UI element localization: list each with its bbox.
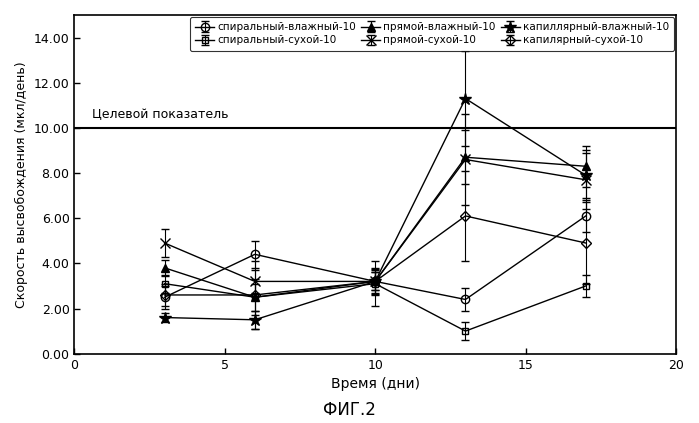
Text: Целевой показатель: Целевой показатель [92, 108, 229, 121]
X-axis label: Время (дни): Время (дни) [331, 377, 419, 391]
Text: ФИГ.2: ФИГ.2 [323, 401, 376, 419]
Legend: спиральный-влажный-10, спиральный-сухой-10, прямой-влажный-10, прямой-сухой-10, : спиральный-влажный-10, спиральный-сухой-… [190, 17, 674, 51]
Y-axis label: Скорость высвобождения (мкл/день): Скорость высвобождения (мкл/день) [15, 61, 28, 308]
